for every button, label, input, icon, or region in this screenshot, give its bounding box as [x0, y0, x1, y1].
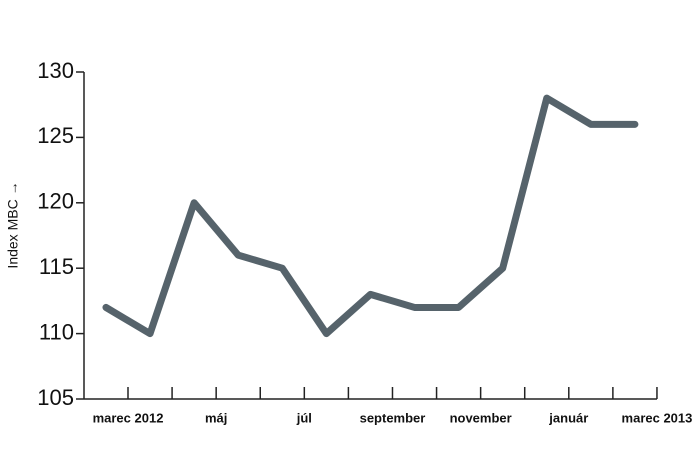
y-tick-label: 120 [37, 189, 74, 214]
y-tick-label: 110 [39, 319, 74, 344]
y-tick-label: 105 [37, 385, 74, 410]
x-tick-label: marec 2012 [93, 410, 164, 425]
x-tick-label: január [548, 410, 588, 425]
x-tick-label: júl [296, 410, 312, 425]
x-tick-label: november [450, 410, 512, 425]
y-tick-label: 115 [39, 254, 74, 279]
data-line [102, 94, 639, 338]
x-tick-label: september [360, 410, 426, 425]
y-tick-label: 130 [37, 58, 74, 83]
x-tick-label: máj [205, 410, 227, 425]
x-tick-label: marec 2013 [622, 410, 693, 425]
y-tick-label: 125 [37, 123, 74, 148]
y-axis-label: Index MBC → [5, 181, 21, 268]
